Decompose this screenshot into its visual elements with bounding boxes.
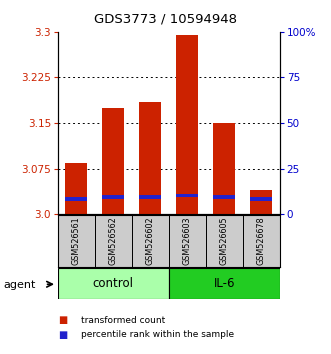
Text: GSM526602: GSM526602 (146, 217, 155, 266)
Bar (58, 268, 169, 299)
Text: GSM526561: GSM526561 (72, 217, 81, 266)
Bar (169, 215, 206, 267)
Bar (132, 215, 169, 267)
Bar (176, 35, 198, 214)
Bar (243, 215, 280, 267)
Bar (206, 215, 243, 267)
Text: GSM526678: GSM526678 (257, 217, 266, 266)
Text: ■: ■ (58, 315, 67, 325)
Text: percentile rank within the sample: percentile rank within the sample (81, 330, 234, 339)
Bar (250, 197, 272, 201)
Text: agent: agent (3, 280, 36, 290)
Text: transformed count: transformed count (81, 316, 166, 325)
Bar (95, 215, 132, 267)
Text: control: control (93, 277, 134, 290)
Text: GSM526605: GSM526605 (220, 217, 229, 266)
Bar (176, 194, 198, 197)
Bar (102, 195, 124, 199)
Text: IL-6: IL-6 (213, 277, 235, 290)
Bar (65, 162, 87, 214)
Bar (102, 108, 124, 214)
Bar (58, 215, 95, 267)
Text: GSM526562: GSM526562 (109, 217, 118, 266)
Bar (169, 268, 280, 299)
Bar (139, 102, 162, 214)
Bar (250, 190, 272, 214)
Bar (213, 195, 235, 199)
Text: GSM526603: GSM526603 (183, 217, 192, 266)
Bar (139, 195, 162, 199)
Text: GDS3773 / 10594948: GDS3773 / 10594948 (94, 12, 237, 25)
Bar (213, 123, 235, 214)
Bar (65, 197, 87, 201)
Text: ■: ■ (58, 330, 67, 339)
